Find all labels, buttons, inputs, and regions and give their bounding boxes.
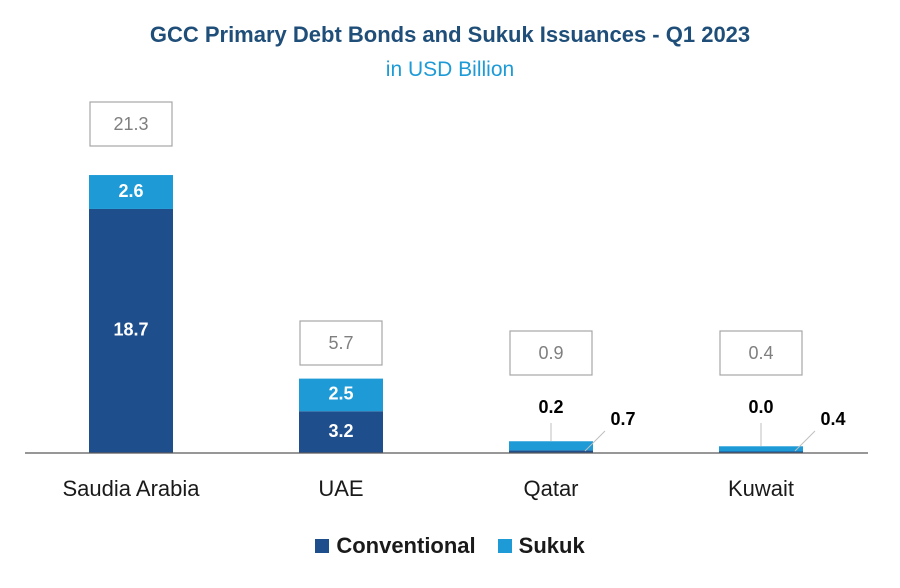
legend-item-sukuk: Sukuk bbox=[497, 533, 585, 559]
bar-sukuk-saudia-arabia bbox=[89, 175, 173, 209]
label-conventional-kuwait: 0.0 bbox=[748, 397, 773, 417]
legend-swatch-sukuk bbox=[497, 539, 512, 553]
label-conventional-uae: 3.2 bbox=[328, 421, 353, 441]
bar-sukuk-kuwait bbox=[719, 446, 803, 452]
total-label-uae: 5.7 bbox=[328, 333, 353, 353]
label-sukuk-uae: 2.5 bbox=[328, 384, 353, 404]
chart-legend: Conventional Sukuk bbox=[0, 533, 900, 559]
bar-conventional-uae bbox=[299, 411, 383, 453]
category-label-qatar: Qatar bbox=[523, 476, 578, 501]
chart-subtitle: in USD Billion bbox=[385, 58, 515, 81]
leader-sukuk-qatar bbox=[584, 430, 606, 452]
bar-conventional-saudia-arabia bbox=[89, 208, 173, 453]
total-box-saudia-arabia bbox=[89, 101, 173, 147]
label-conventional-saudia-arabia: 18.7 bbox=[113, 320, 148, 340]
total-label-qatar: 0.9 bbox=[538, 343, 563, 363]
leader-sukuk-kuwait bbox=[794, 430, 816, 452]
bar-conventional-kuwait bbox=[719, 451, 803, 453]
total-box-qatar bbox=[509, 330, 593, 376]
label-sukuk-saudia-arabia: 2.6 bbox=[118, 181, 143, 201]
total-box-uae bbox=[299, 320, 383, 366]
label-sukuk-qatar: 0.7 bbox=[610, 409, 635, 429]
total-box-kuwait bbox=[719, 330, 803, 376]
legend-label-sukuk: Sukuk bbox=[518, 533, 585, 558]
bar-conventional-qatar bbox=[509, 450, 593, 453]
legend-item-conventional: Conventional bbox=[315, 533, 476, 559]
category-label-uae: UAE bbox=[318, 476, 363, 501]
total-label-saudia-arabia: 21.3 bbox=[113, 114, 148, 134]
category-label-kuwait: Kuwait bbox=[728, 476, 794, 501]
label-conventional-qatar: 0.2 bbox=[538, 397, 563, 417]
category-label-saudia-arabia: Saudia Arabia bbox=[63, 476, 201, 501]
bar-sukuk-qatar bbox=[509, 441, 593, 451]
legend-swatch-conventional bbox=[315, 539, 330, 553]
bar-sukuk-uae bbox=[299, 378, 383, 412]
chart-title: GCC Primary Debt Bonds and Sukuk Issuanc… bbox=[149, 22, 751, 47]
total-label-kuwait: 0.4 bbox=[748, 343, 773, 363]
legend-label-conventional: Conventional bbox=[336, 533, 476, 558]
label-sukuk-kuwait: 0.4 bbox=[820, 409, 845, 429]
